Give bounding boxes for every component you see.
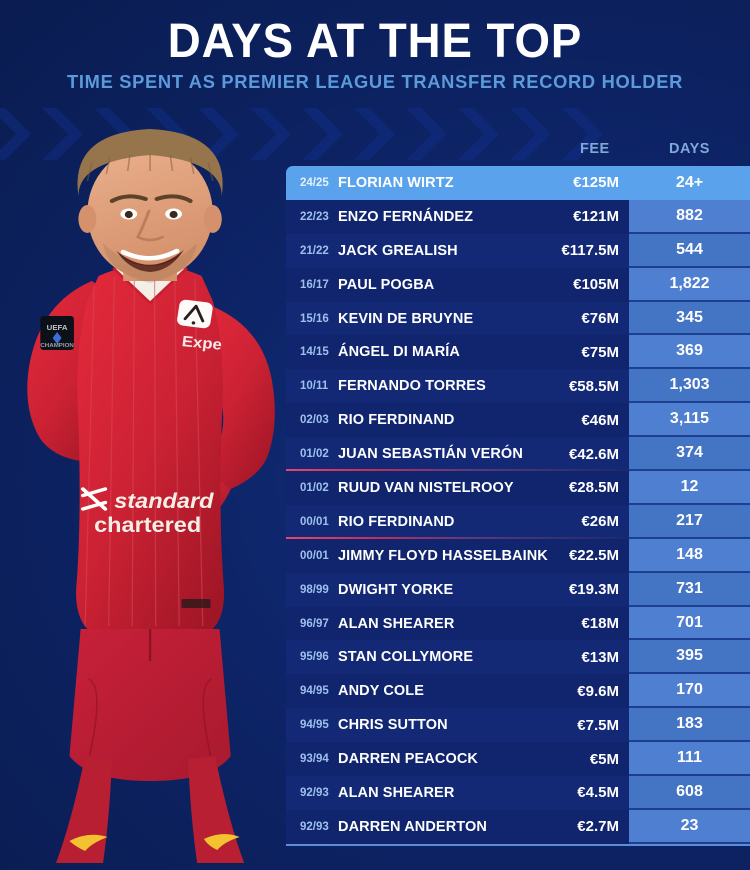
svg-text:standard: standard <box>114 489 214 513</box>
svg-text:CHAMPION: CHAMPION <box>40 343 73 349</box>
svg-text:chartered: chartered <box>94 513 201 537</box>
svg-text:UEFA: UEFA <box>47 323 69 331</box>
